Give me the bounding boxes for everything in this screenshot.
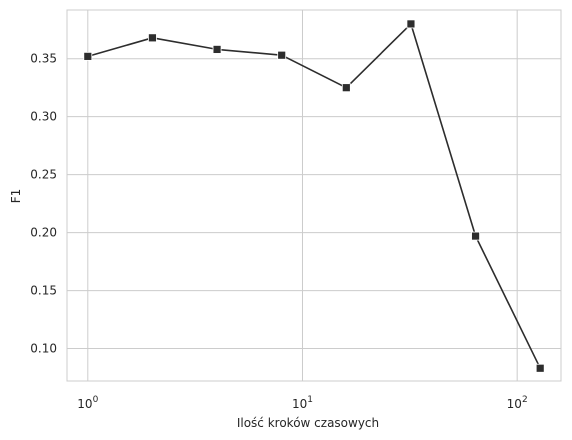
x-tick-label: 102 — [507, 395, 528, 411]
plot-frame — [66, 9, 562, 382]
y-tick-labels: 0.10 0.15 0.20 0.25 0.30 0.35 — [30, 52, 57, 356]
data-point — [471, 231, 480, 241]
x-tick-label: 101 — [292, 395, 313, 411]
y-axis-label: F1 — [9, 189, 23, 204]
x-tick-labels: 100 101 102 — [77, 395, 527, 411]
data-point — [277, 50, 287, 60]
data-point — [535, 363, 545, 373]
y-tick-label: 0.10 — [30, 342, 57, 356]
series-line — [87, 23, 541, 369]
y-tick-label: 0.15 — [30, 284, 57, 298]
y-tick-label: 0.25 — [30, 168, 57, 182]
data-point — [406, 19, 416, 29]
y-tick-label: 0.30 — [30, 110, 57, 124]
data-point — [212, 45, 222, 54]
data-point — [148, 33, 157, 43]
series — [83, 19, 545, 373]
x-tick-label: 100 — [77, 395, 98, 411]
data-point — [341, 83, 351, 93]
y-tick-label: 0.20 — [30, 226, 57, 240]
y-tick-label: 0.35 — [30, 52, 57, 66]
x-axis-label: Ilość kroków czasowych — [237, 416, 379, 430]
data-point — [83, 51, 93, 61]
grid — [67, 10, 561, 381]
